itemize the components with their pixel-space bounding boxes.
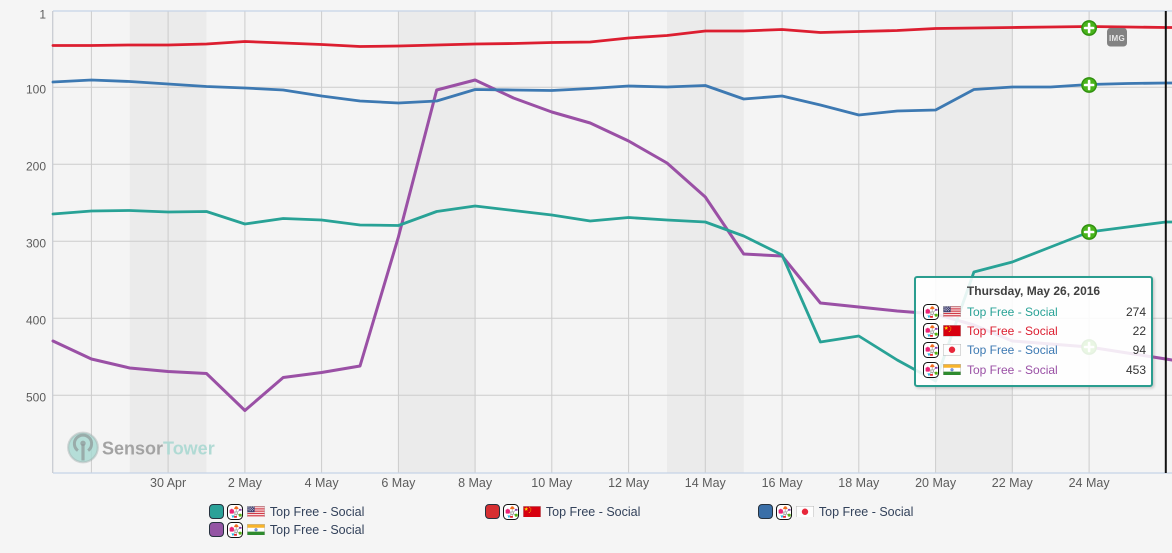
svg-text:10 May: 10 May [531, 476, 573, 490]
svg-text:18 May: 18 May [838, 476, 880, 490]
svg-text:14 May: 14 May [685, 476, 727, 490]
svg-text:8 May: 8 May [458, 476, 493, 490]
svg-text:400: 400 [26, 314, 46, 328]
svg-text:IMG: IMG [1109, 34, 1125, 43]
svg-text:2 May: 2 May [228, 476, 263, 490]
svg-text:30 Apr: 30 Apr [150, 476, 186, 490]
svg-text:12 May: 12 May [608, 476, 650, 490]
svg-text:4 May: 4 May [305, 476, 340, 490]
svg-text:200: 200 [26, 160, 46, 174]
svg-text:1: 1 [39, 8, 46, 22]
svg-text:100: 100 [26, 83, 46, 97]
svg-text:500: 500 [26, 391, 46, 405]
svg-text:SensorTower: SensorTower [102, 439, 215, 459]
svg-text:6 May: 6 May [381, 476, 416, 490]
svg-text:22 May: 22 May [992, 476, 1034, 490]
svg-text:24 May: 24 May [1069, 476, 1111, 490]
svg-text:20 May: 20 May [915, 476, 957, 490]
svg-text:16 May: 16 May [762, 476, 804, 490]
svg-text:300: 300 [26, 237, 46, 251]
